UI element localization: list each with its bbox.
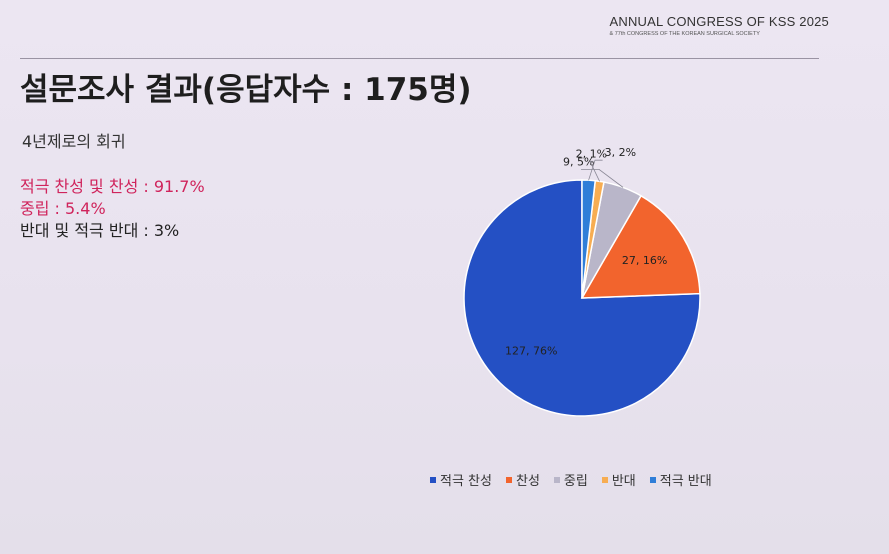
legend-label-1: 찬성 <box>515 474 540 489</box>
congress-brand: ANNUAL CONGRESS OF KSS 2025 & 77th CONGR… <box>610 14 830 37</box>
chart-legend: 적극 찬성 찬성 중립 반대 적극 반대 <box>430 470 712 489</box>
legend-swatch-3 <box>601 476 608 483</box>
legend-label-2: 중립 <box>563 474 588 489</box>
slice-label-1: 27, 16% <box>622 254 667 267</box>
pie-slice-1 <box>580 194 701 299</box>
legend-swatch-0 <box>430 476 436 483</box>
slide-subtitle: 4년제로의 회귀 <box>22 132 126 151</box>
stat-disagree: 반대 및 적극 반대 : 3% <box>20 221 180 240</box>
stat-neutral: 중립 : 5.4% <box>20 199 106 218</box>
legend-label-0: 적극 찬성 <box>440 474 492 489</box>
slice-label-2: 9, 5% <box>563 155 594 168</box>
slice-label-4: 3, 2% <box>605 146 636 159</box>
header-divider <box>20 58 819 59</box>
legend-swatch-2 <box>553 476 560 483</box>
legend-item-1: 찬성 <box>505 470 540 489</box>
brand-title: ANNUAL CONGRESS OF KSS 2025 <box>609 14 829 29</box>
legend-item-4: 적극 반대 <box>649 470 712 489</box>
slide-title: 설문조사 결과(응답자수 : 175명) <box>20 72 472 108</box>
pie-chart: 127, 76% 27, 16% 9, 5%2, 1%3, 2% <box>463 146 701 417</box>
leader-line-4 <box>588 159 603 181</box>
legend-label-4: 적극 반대 <box>659 474 712 489</box>
stat-agree: 적극 찬성 및 찬성 : 91.7% <box>20 177 205 196</box>
legend-item-2: 중립 <box>553 470 588 489</box>
summary-stats: 적극 찬성 및 찬성 : 91.7% 중립 : 5.4% 반대 및 적극 반대 … <box>20 176 205 242</box>
legend-item-3: 반대 <box>601 470 636 489</box>
legend-label-3: 반대 <box>611 474 636 489</box>
legend-swatch-1 <box>505 476 512 483</box>
slice-label-3: 2, 1% <box>576 147 607 160</box>
slice-label-0: 127, 76% <box>505 345 557 358</box>
leader-line-2 <box>581 168 624 188</box>
leader-line-3 <box>589 160 600 182</box>
brand-subtitle: & 77th CONGRESS OF THE KOREAN SURGICAL S… <box>609 31 760 37</box>
legend-swatch-4 <box>649 476 656 483</box>
legend-item-0: 적극 찬성 <box>430 470 492 489</box>
